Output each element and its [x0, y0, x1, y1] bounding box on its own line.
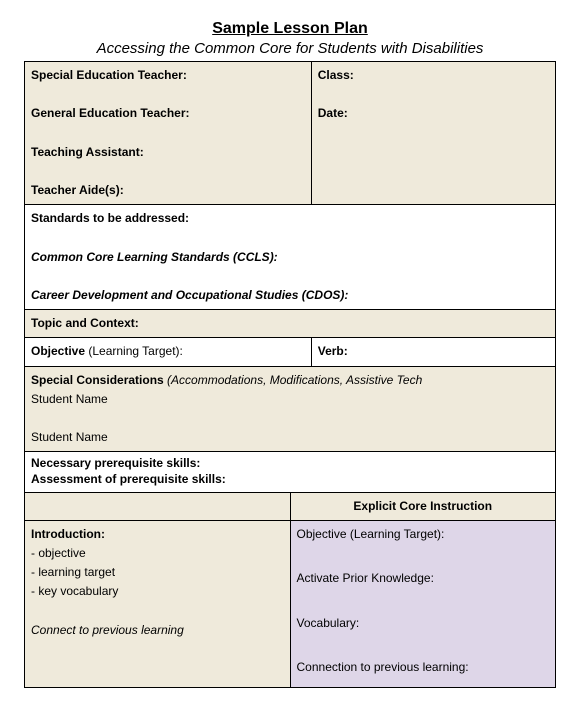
label-prereq-2: Assessment of prerequisite skills:	[31, 472, 549, 488]
label-objective-rest: (Learning Target):	[85, 344, 183, 358]
label-intro-li3: - key vocabulary	[31, 582, 284, 601]
cell-eci-header-left	[25, 492, 291, 520]
label-aides: Teacher Aide(s):	[31, 181, 305, 200]
doc-title: Sample Lesson Plan	[24, 20, 556, 38]
label-eci-conn: Connection to previous learning:	[297, 658, 550, 677]
cell-verb: Verb:	[311, 338, 555, 366]
label-objective-bold: Objective	[31, 344, 85, 358]
label-sped-teacher: Special Education Teacher:	[31, 66, 305, 85]
doc-subtitle: Accessing the Common Core for Students w…	[24, 40, 556, 57]
cell-introduction: Introduction: - objective - learning tar…	[25, 520, 291, 687]
label-intro-connect: Connect to previous learning	[31, 621, 284, 640]
label-standards: Standards to be addressed:	[31, 209, 549, 228]
label-considerations-bold: Special Considerations	[31, 373, 164, 387]
cell-considerations: Special Considerations (Accommodations, …	[25, 366, 556, 452]
cell-standards: Standards to be addressed: Common Core L…	[25, 205, 556, 310]
label-gen-teacher: General Education Teacher:	[31, 104, 305, 123]
cell-eci-header: Explicit Core Instruction	[290, 492, 556, 520]
cell-topic: Topic and Context:	[25, 310, 556, 338]
label-intro-li1: - objective	[31, 544, 284, 563]
label-eci-vocab: Vocabulary:	[297, 614, 550, 633]
cell-class-date: Class: Date:	[311, 62, 555, 205]
cell-objective: Objective (Learning Target):	[25, 338, 312, 366]
cell-prereq: Necessary prerequisite skills: Assessmen…	[25, 452, 556, 492]
label-ta: Teaching Assistant:	[31, 143, 305, 162]
cell-teachers: Special Education Teacher: General Educa…	[25, 62, 312, 205]
label-class: Class:	[318, 66, 549, 85]
lesson-plan-table: Special Education Teacher: General Educa…	[24, 61, 556, 688]
label-student2: Student Name	[31, 428, 549, 447]
label-date: Date:	[318, 104, 549, 123]
label-eci-apk: Activate Prior Knowledge:	[297, 569, 550, 588]
label-intro-li2: - learning target	[31, 563, 284, 582]
label-cdos: Career Development and Occupational Stud…	[31, 286, 549, 305]
label-intro-title: Introduction:	[31, 525, 284, 544]
cell-eci-body: Objective (Learning Target): Activate Pr…	[290, 520, 556, 687]
label-student1: Student Name	[31, 390, 549, 409]
label-ccls: Common Core Learning Standards (CCLS):	[31, 248, 549, 267]
label-considerations-rest: (Accommodations, Modifications, Assistiv…	[164, 373, 423, 387]
label-prereq-1: Necessary prerequisite skills:	[31, 456, 549, 472]
label-eci-obj: Objective (Learning Target):	[297, 525, 550, 544]
